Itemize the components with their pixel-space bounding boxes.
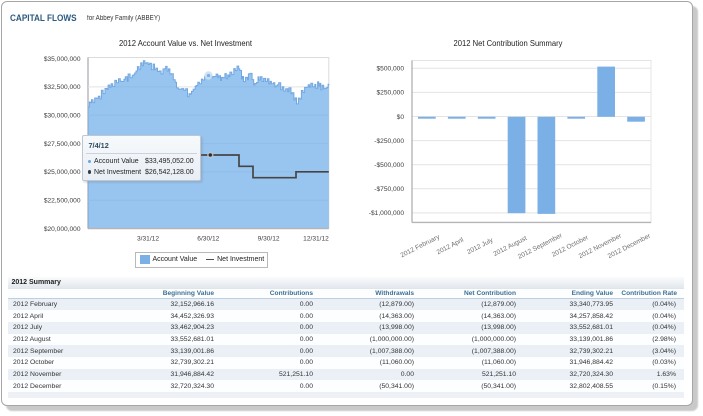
svg-text:-$750,000: -$750,000 <box>374 186 404 193</box>
svg-text:2012 Net Contribution Summary: 2012 Net Contribution Summary <box>454 39 563 48</box>
svg-text:-$1,000,000: -$1,000,000 <box>369 210 405 217</box>
svg-text:$0: $0 <box>397 114 405 121</box>
svg-text:6/30/12: 6/30/12 <box>197 236 219 243</box>
svg-text:$250,000: $250,000 <box>376 90 404 97</box>
svg-text:2012 Account Value vs. Net Inv: 2012 Account Value vs. Net Investment <box>119 39 253 48</box>
svg-text:$500,000: $500,000 <box>376 66 404 73</box>
svg-text:3/31/12: 3/31/12 <box>137 236 159 243</box>
svg-text:-$250,000: -$250,000 <box>374 138 404 145</box>
svg-text:$27,500,000: $27,500,000 <box>44 141 81 148</box>
svg-text:$32,500,000: $32,500,000 <box>44 84 81 91</box>
svg-text:$30,000,000: $30,000,000 <box>44 113 81 120</box>
svg-text:$35,000,000: $35,000,000 <box>44 56 81 63</box>
svg-text:12/31/12: 12/31/12 <box>303 236 329 243</box>
svg-text:$25,000,000: $25,000,000 <box>44 169 81 176</box>
svg-text:2012 February: 2012 February <box>400 233 442 259</box>
svg-text:2012 July: 2012 July <box>466 237 495 256</box>
svg-text:-$500,000: -$500,000 <box>374 162 404 169</box>
svg-text:$20,000,000: $20,000,000 <box>44 226 81 233</box>
svg-text:$22,500,000: $22,500,000 <box>44 198 81 205</box>
svg-text:9/30/12: 9/30/12 <box>258 236 280 243</box>
